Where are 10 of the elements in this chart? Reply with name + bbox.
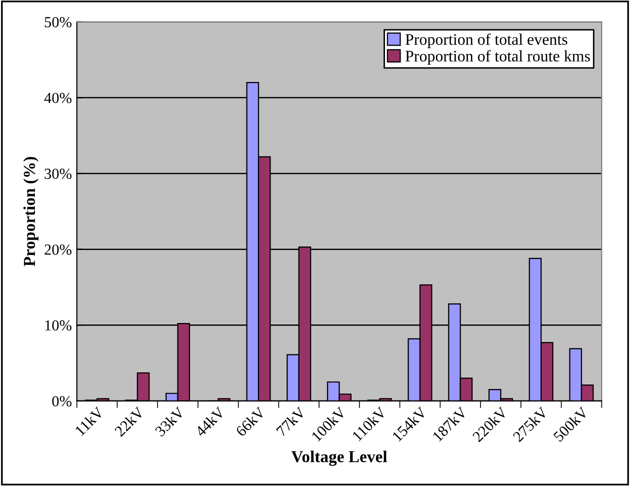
- y-tick-label: 10%: [45, 320, 72, 331]
- y-tick-label: 0%: [52, 396, 72, 406]
- y-tick-label: 40%: [44, 92, 72, 104]
- y-tick-label: 50%: [44, 17, 72, 28]
- y-tick-label: 30%: [44, 168, 72, 180]
- y-axis-title: Proportion (%): [23, 156, 38, 266]
- legend-label: Proportion of total route kms: [405, 50, 590, 65]
- y-tick-label: 20%: [44, 244, 72, 255]
- legend-label: Proportion of total events: [405, 33, 568, 48]
- x-axis-title: Voltage Level: [291, 450, 388, 466]
